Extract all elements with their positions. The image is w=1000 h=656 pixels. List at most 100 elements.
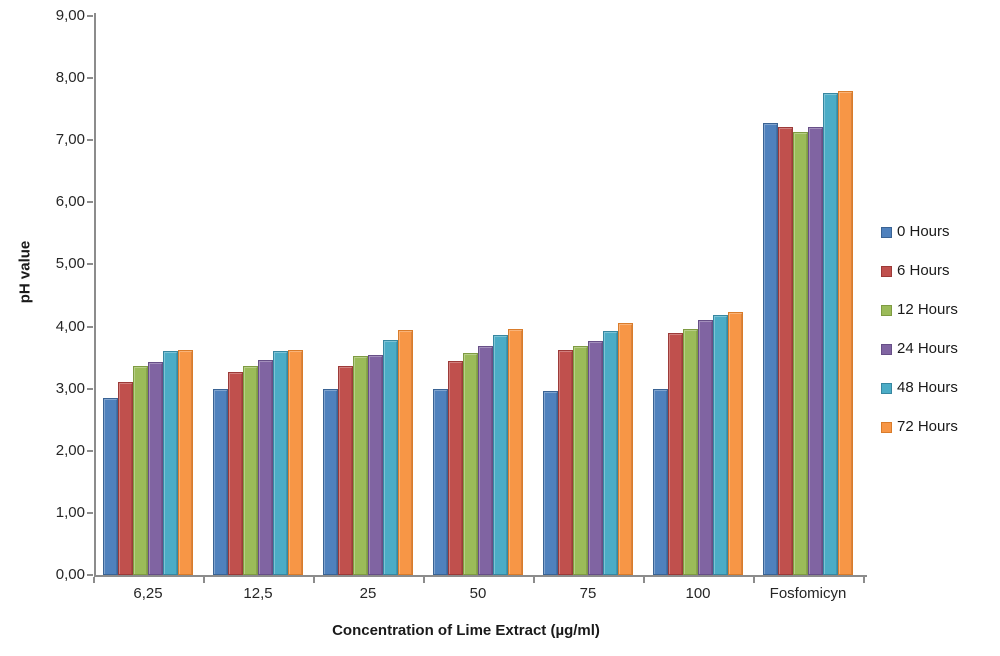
bar-24-hours-50 xyxy=(478,346,493,575)
y-tick-label: 4,00 xyxy=(55,317,85,335)
legend-swatch-icon xyxy=(881,343,892,355)
legend-swatch-icon xyxy=(881,421,892,433)
category-label: 25 xyxy=(359,585,377,602)
bar-48-hours-Fosfomicyn xyxy=(823,93,838,575)
x-tick-mark xyxy=(313,577,315,583)
bar-24-hours-75 xyxy=(588,341,603,575)
legend-item-6-hours: 6 Hours xyxy=(881,262,958,280)
y-tick-mark xyxy=(87,387,93,390)
bar-6-hours-25 xyxy=(338,366,353,575)
x-tick-mark xyxy=(533,577,535,583)
bar-72-hours-6_25 xyxy=(178,350,193,575)
y-axis-line xyxy=(94,13,96,577)
bar-24-hours-25 xyxy=(368,355,383,575)
y-tick-label: 7,00 xyxy=(55,131,85,149)
bar-12-hours-12_5 xyxy=(243,366,258,575)
bar-72-hours-Fosfomicyn xyxy=(838,91,853,575)
category-label: 6,25 xyxy=(133,585,163,602)
y-tick-mark xyxy=(87,574,93,576)
bar-12-hours-75 xyxy=(573,346,588,575)
legend-label: 6 Hours xyxy=(897,262,950,279)
bar-48-hours-6_25 xyxy=(163,351,178,575)
bar-12-hours-Fosfomicyn xyxy=(793,132,808,575)
bar-48-hours-100 xyxy=(713,315,728,575)
bar-6-hours-75 xyxy=(558,350,573,575)
legend-item-48-hours: 48 Hours xyxy=(881,379,958,397)
bar-72-hours-25 xyxy=(398,330,413,575)
y-tick-label: 0,00 xyxy=(55,566,85,583)
bar-48-hours-25 xyxy=(383,340,398,575)
bar-12-hours-6_25 xyxy=(133,366,148,575)
y-tick-label: 3,00 xyxy=(55,379,85,397)
y-tick-label: 6,00 xyxy=(55,193,85,211)
legend-swatch-icon xyxy=(881,226,892,238)
x-tick-mark xyxy=(863,577,865,583)
y-tick-mark xyxy=(87,15,93,17)
y-tick-label: 1,00 xyxy=(55,503,85,521)
y-tick-mark xyxy=(87,449,93,452)
bar-72-hours-50 xyxy=(508,329,523,575)
category-label: 100 xyxy=(685,585,711,602)
legend-label: 0 Hours xyxy=(897,223,950,240)
x-tick-mark xyxy=(93,577,95,583)
x-axis-title: Concentration of Lime Extract (µg/ml) xyxy=(332,622,600,639)
bar-6-hours-Fosfomicyn xyxy=(778,127,793,575)
legend-swatch-icon xyxy=(881,304,892,316)
legend-item-72-hours: 72 Hours xyxy=(881,418,958,436)
y-tick-mark xyxy=(87,511,93,514)
bar-48-hours-50 xyxy=(493,335,508,575)
bar-24-hours-Fosfomicyn xyxy=(808,127,823,575)
y-tick-mark xyxy=(87,325,93,328)
bar-6-hours-50 xyxy=(448,361,463,575)
bar-0-hours-Fosfomicyn xyxy=(763,123,778,575)
bar-0-hours-25 xyxy=(323,389,338,575)
legend-label: 72 Hours xyxy=(897,418,958,435)
x-axis-line xyxy=(94,575,867,577)
category-label: Fosfomicyn xyxy=(769,585,847,602)
x-tick-mark xyxy=(643,577,645,583)
x-tick-mark xyxy=(753,577,755,583)
category-label: 50 xyxy=(469,585,487,602)
legend-label: 48 Hours xyxy=(897,379,958,396)
bar-12-hours-50 xyxy=(463,353,478,575)
bar-72-hours-100 xyxy=(728,312,743,575)
y-tick-mark xyxy=(87,77,93,80)
y-tick-mark xyxy=(87,201,93,204)
bar-6-hours-100 xyxy=(668,333,683,575)
y-tick-label: 5,00 xyxy=(55,255,85,273)
bar-6-hours-6_25 xyxy=(118,382,133,575)
y-tick-label: 2,00 xyxy=(55,441,85,459)
bar-72-hours-12_5 xyxy=(288,350,303,575)
bar-12-hours-25 xyxy=(353,356,368,575)
category-label: 75 xyxy=(579,585,597,602)
x-tick-mark xyxy=(203,577,205,583)
bar-0-hours-75 xyxy=(543,391,558,575)
x-tick-mark xyxy=(423,577,425,583)
category-label: 12,5 xyxy=(243,585,273,602)
bar-0-hours-12_5 xyxy=(213,389,228,575)
bar-24-hours-12_5 xyxy=(258,360,273,575)
y-tick-label: 8,00 xyxy=(55,69,85,87)
y-tick-mark xyxy=(87,139,93,142)
bar-48-hours-75 xyxy=(603,331,618,575)
legend-label: 24 Hours xyxy=(897,340,958,357)
bar-24-hours-6_25 xyxy=(148,362,163,575)
legend-swatch-icon xyxy=(881,382,892,394)
bar-0-hours-100 xyxy=(653,389,668,575)
bar-72-hours-75 xyxy=(618,323,633,575)
bar-48-hours-12_5 xyxy=(273,351,288,575)
bar-6-hours-12_5 xyxy=(228,372,243,575)
bar-0-hours-6_25 xyxy=(103,398,118,575)
y-tick-label: 9,00 xyxy=(55,7,85,24)
bar-12-hours-100 xyxy=(683,329,698,575)
legend-item-24-hours: 24 Hours xyxy=(881,340,958,358)
y-tick-mark xyxy=(87,263,93,266)
legend: 0 Hours 6 Hours 12 Hours 24 Hours 48 Hours 72… xyxy=(881,223,958,436)
legend-item-0-hours: 0 Hours xyxy=(881,223,958,241)
bar-0-hours-50 xyxy=(433,389,448,575)
bar-24-hours-100 xyxy=(698,320,713,575)
legend-label: 12 Hours xyxy=(897,301,958,318)
legend-swatch-icon xyxy=(881,265,892,277)
legend-item-12-hours: 12 Hours xyxy=(881,301,958,319)
